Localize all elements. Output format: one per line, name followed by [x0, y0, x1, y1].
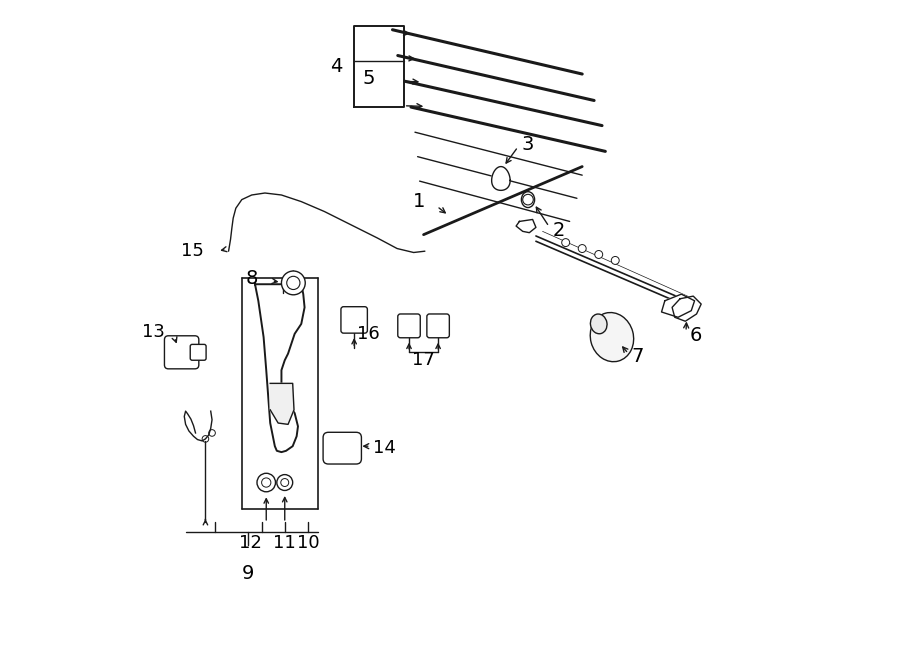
Circle shape [562, 239, 570, 247]
Text: 13: 13 [141, 323, 165, 341]
Circle shape [257, 473, 275, 492]
Text: 5: 5 [363, 69, 375, 88]
Text: 2: 2 [553, 221, 565, 239]
Polygon shape [662, 294, 695, 317]
Circle shape [595, 251, 603, 258]
Circle shape [282, 271, 305, 295]
Text: 6: 6 [689, 327, 702, 345]
Text: 3: 3 [521, 135, 534, 153]
Text: 12: 12 [238, 534, 262, 553]
Text: 9: 9 [242, 564, 255, 583]
Circle shape [262, 478, 271, 487]
Circle shape [611, 256, 619, 264]
Circle shape [281, 479, 289, 486]
FancyBboxPatch shape [165, 336, 199, 369]
FancyBboxPatch shape [427, 314, 449, 338]
Polygon shape [270, 383, 294, 424]
Ellipse shape [521, 192, 535, 208]
FancyBboxPatch shape [398, 314, 420, 338]
Ellipse shape [590, 314, 607, 334]
Text: 8: 8 [246, 270, 258, 288]
FancyBboxPatch shape [190, 344, 206, 360]
Polygon shape [491, 167, 510, 190]
Text: 15: 15 [181, 242, 204, 260]
FancyBboxPatch shape [341, 307, 367, 333]
Polygon shape [672, 296, 701, 321]
Polygon shape [516, 219, 536, 233]
Text: 11: 11 [274, 534, 296, 553]
Text: 17: 17 [412, 350, 435, 369]
Circle shape [277, 475, 292, 490]
Circle shape [578, 245, 586, 253]
Ellipse shape [590, 313, 634, 362]
Text: 4: 4 [330, 58, 343, 76]
Text: 1: 1 [412, 192, 425, 211]
Text: 10: 10 [297, 534, 320, 553]
Polygon shape [255, 284, 304, 452]
Text: 14: 14 [373, 439, 395, 457]
FancyBboxPatch shape [323, 432, 362, 464]
Text: 16: 16 [357, 325, 380, 343]
Text: 7: 7 [632, 348, 644, 366]
